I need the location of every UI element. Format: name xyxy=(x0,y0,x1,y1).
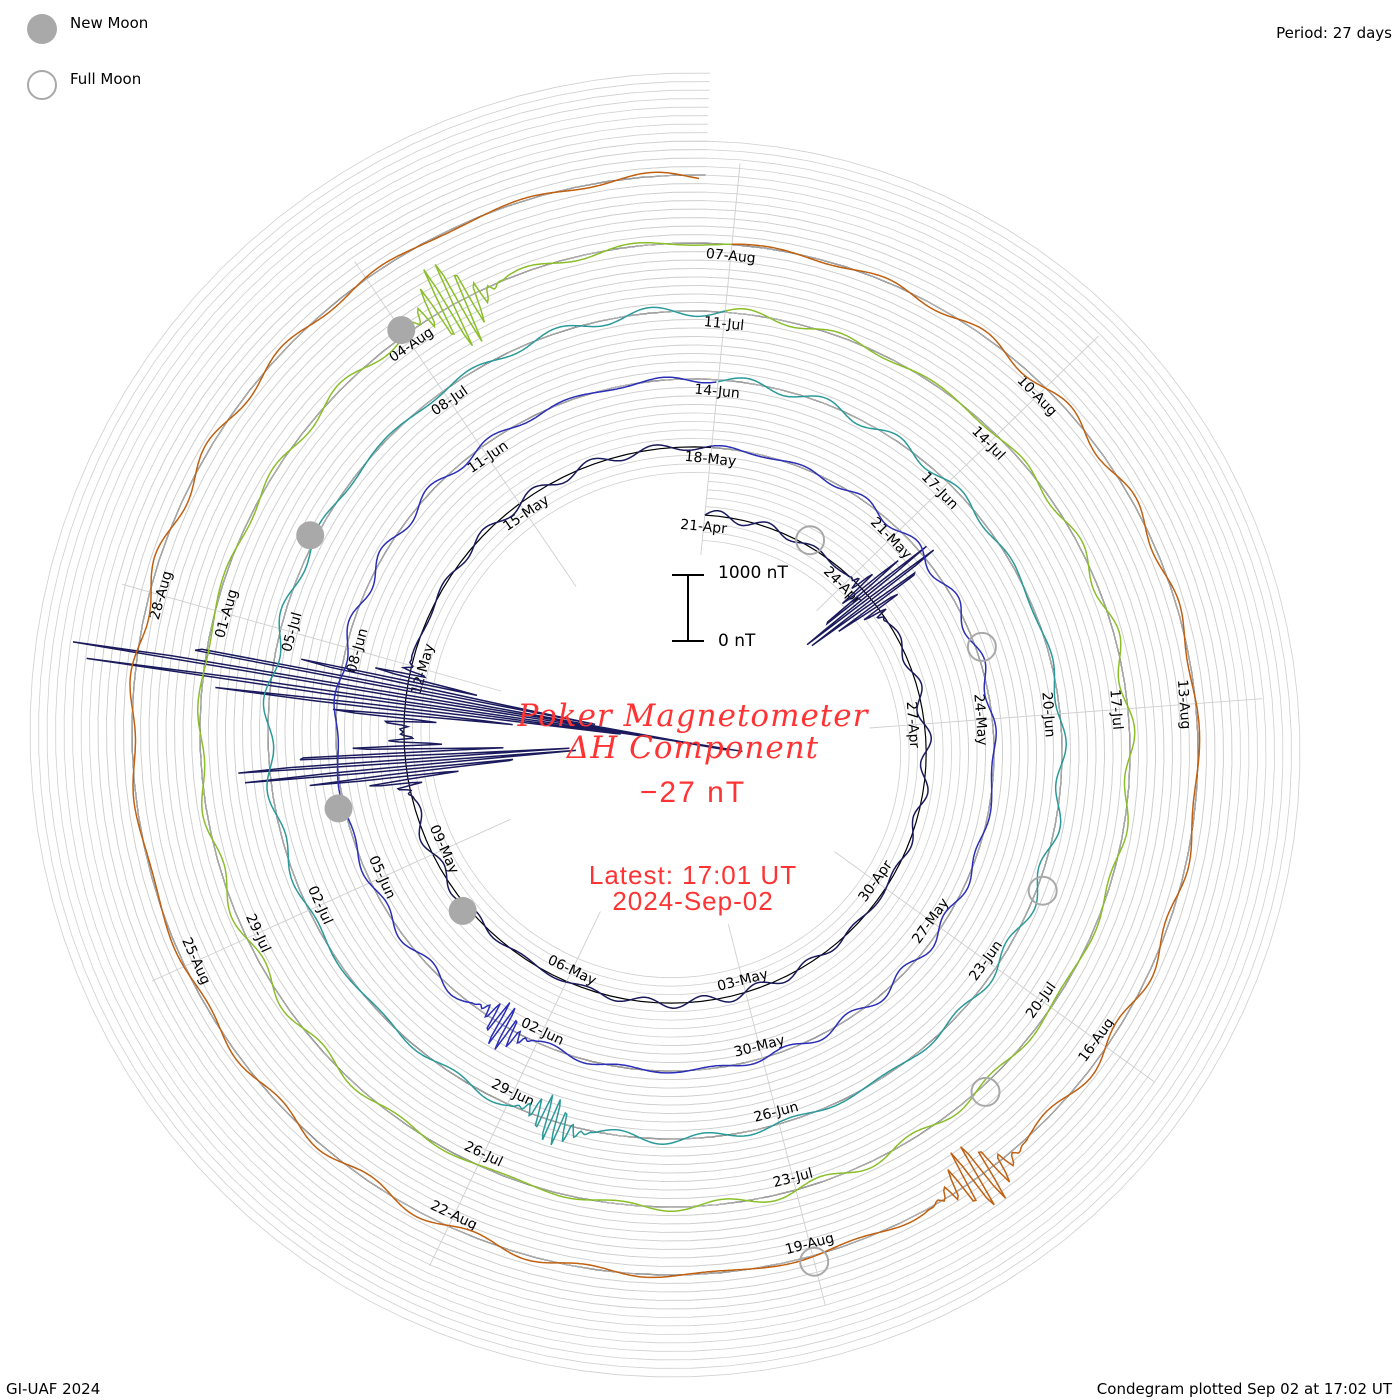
date-tick-label: 11-Jul xyxy=(703,314,745,334)
date-tick-label: 08-Jul xyxy=(429,383,472,419)
grid-spiral xyxy=(55,98,1275,1352)
date-tick-label: 02-Jun xyxy=(518,1015,566,1049)
date-tick-label: 03-May xyxy=(716,966,770,994)
radial-spoke xyxy=(700,163,741,555)
date-tick-label: 29-Jul xyxy=(242,912,273,956)
full-moon-marker xyxy=(799,1246,830,1277)
date-tick-label: 21-Apr xyxy=(680,517,728,538)
date-tick-label: 13-Aug xyxy=(1174,679,1194,730)
date-tick-label: 07-Aug xyxy=(705,246,756,267)
credit-label: GI-UAF 2024 xyxy=(6,1380,101,1398)
date-tick-label: 17-Jul xyxy=(1106,689,1125,731)
new-moon-marker xyxy=(448,896,477,925)
grid-spiral xyxy=(46,89,1284,1361)
period-label: Period: 27 days xyxy=(1276,24,1392,42)
date-tick-label: 20-Jun xyxy=(1038,691,1057,738)
new-moon-legend-icon xyxy=(27,14,57,44)
trace-cycle-5 xyxy=(129,171,1201,1279)
new-moon-marker xyxy=(387,316,416,345)
scale-top-label: 1000 nT xyxy=(718,563,788,583)
radial-spoke xyxy=(727,924,826,1306)
radial-spoke xyxy=(834,851,1155,1082)
magnetometer-traces xyxy=(72,171,1201,1279)
date-tick-label: 05-Jul xyxy=(279,611,305,654)
radial-grid xyxy=(29,72,1301,1378)
full-moon-marker xyxy=(970,1076,1001,1107)
new-moon-legend-label: New Moon xyxy=(70,14,149,32)
radial-spoke xyxy=(429,911,601,1267)
latest-date: 2024-Sep-02 xyxy=(612,886,774,916)
date-tick-label: 14-Jun xyxy=(694,382,741,402)
new-moon-marker xyxy=(324,794,353,823)
date-tick-label: 24-May xyxy=(970,693,990,746)
new-moon-marker xyxy=(296,521,325,550)
full-moon-marker xyxy=(1027,875,1058,906)
grid-spiral xyxy=(29,72,1301,1378)
latest-value: −27 nT xyxy=(639,776,747,809)
grid-spiral xyxy=(89,132,1241,1318)
trace-cycle-1 xyxy=(72,444,935,1009)
radial-spoke xyxy=(816,335,1099,612)
radial-spoke xyxy=(151,818,511,982)
full-moon-legend-icon xyxy=(27,70,57,100)
full-moon-legend-label: Full Moon xyxy=(70,70,142,88)
date-tick-label: 25-Aug xyxy=(178,935,213,987)
chart-title-line2: ΔH Component xyxy=(566,730,820,766)
date-tick-label: 30-May xyxy=(732,1032,786,1060)
scale-bottom-label: 0 nT xyxy=(718,631,756,651)
grid-spiral xyxy=(80,123,1250,1327)
grid-spiral xyxy=(72,115,1258,1335)
radial-spoke xyxy=(354,261,577,587)
moon-phase-markers xyxy=(296,316,1058,1277)
trace-cycle-4 xyxy=(197,241,1136,1212)
grid-spiral xyxy=(63,106,1267,1344)
trace-cycle-3 xyxy=(262,306,1067,1146)
scale-bar xyxy=(672,574,704,642)
trace-cycle-2 xyxy=(333,376,997,1074)
date-tick-label: 18-May xyxy=(684,449,737,470)
radial-spoke xyxy=(122,583,502,692)
plotted-timestamp: Condegram plotted Sep 02 at 17:02 UT xyxy=(1096,1380,1392,1398)
full-moon-marker xyxy=(795,525,826,556)
latest-time: Latest: 17:01 UT xyxy=(588,860,798,890)
chart-title-line1: Poker Magnetometer xyxy=(517,698,869,734)
date-tick-label: 01-Aug xyxy=(212,588,241,640)
full-moon-marker xyxy=(966,631,997,662)
grid-spiral xyxy=(38,81,1292,1369)
date-tick-label: 23-Jul xyxy=(771,1166,814,1192)
date-tick-label: 26-Jul xyxy=(462,1138,505,1170)
